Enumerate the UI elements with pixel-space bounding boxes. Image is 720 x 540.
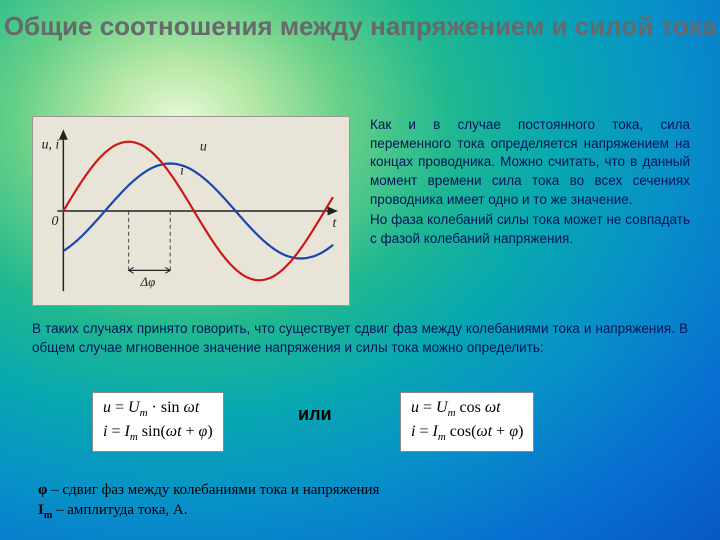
right-para-2: Но фаза колебаний силы тока может не сов… bbox=[370, 211, 690, 248]
svg-text:0: 0 bbox=[51, 213, 58, 228]
right-para-1: Как и в случае постоянного тока, сила пе… bbox=[370, 116, 690, 209]
page-title: Общие соотношения между напряжением и си… bbox=[0, 10, 720, 43]
waveform-chart: u, i 0 t Δφ u i bbox=[32, 116, 350, 306]
formula-right-line1: u = Um cos ωt bbox=[411, 397, 523, 421]
formula-box-right: u = Um cos ωt i = Im cos(ωt + φ) bbox=[400, 392, 534, 452]
svg-text:u: u bbox=[200, 139, 207, 154]
formula-box-left: u = Um · sin ωt i = Im sin(ωt + φ) bbox=[92, 392, 224, 452]
svg-text:t: t bbox=[332, 215, 337, 230]
right-text-block: Как и в случае постоянного тока, сила пе… bbox=[370, 116, 690, 250]
svg-text:u, i: u, i bbox=[42, 137, 60, 152]
legend-im: Im – амплитуда тока, А. bbox=[38, 500, 538, 523]
svg-text:i: i bbox=[180, 162, 184, 177]
mid-para: В таких случаях принято говорить, что су… bbox=[32, 320, 688, 357]
legend-phi: φ – сдвиг фаз между колебаниями тока и н… bbox=[38, 480, 538, 500]
legend-block: φ – сдвиг фаз между колебаниями тока и н… bbox=[38, 480, 538, 523]
svg-text:Δφ: Δφ bbox=[140, 275, 156, 289]
chart-svg: u, i 0 t Δφ u i bbox=[33, 117, 349, 305]
formula-left-line2: i = Im sin(ωt + φ) bbox=[103, 421, 213, 445]
formula-right-line2: i = Im cos(ωt + φ) bbox=[411, 421, 523, 445]
or-label: или bbox=[298, 404, 332, 425]
formula-left-line1: u = Um · sin ωt bbox=[103, 397, 213, 421]
